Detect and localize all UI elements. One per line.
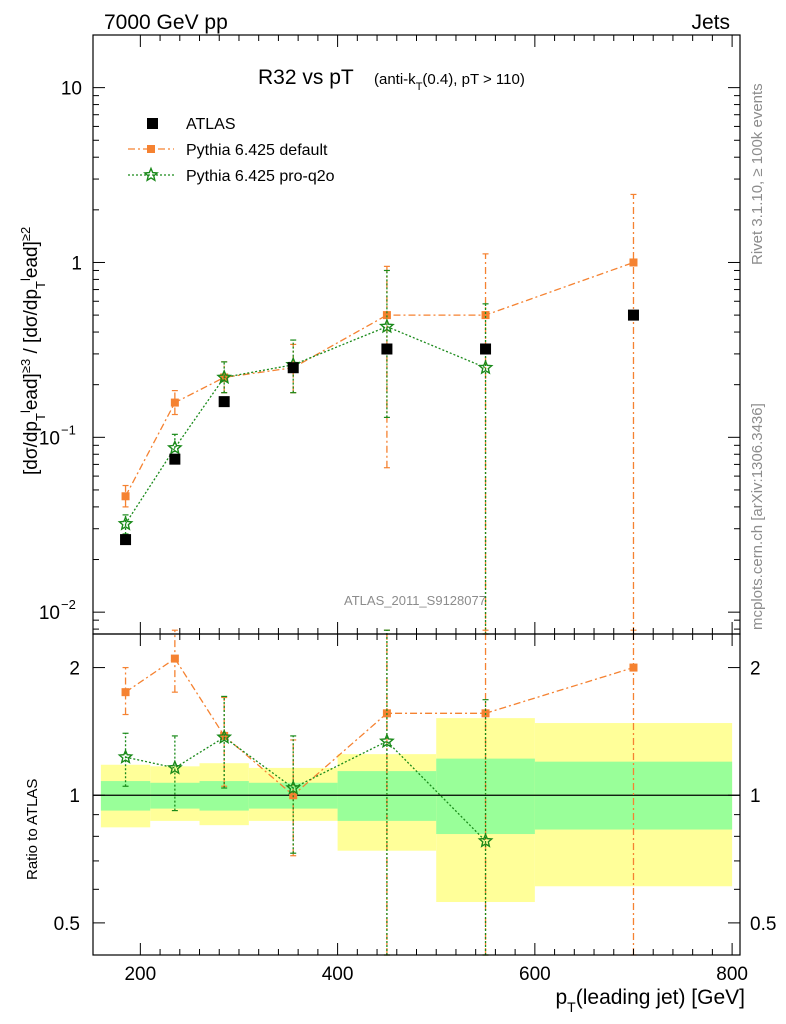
y-tick-exponent: −1	[61, 422, 76, 437]
rivet-label: Rivet 3.1.10, ≥ 100k events	[749, 83, 766, 265]
data-point	[477, 832, 494, 848]
mcplots-label: mcplots.cern.ch [arXiv:1306.3436]	[749, 403, 766, 630]
atlas-data-point	[480, 343, 492, 355]
data-point	[629, 663, 638, 672]
x-tick-label: 800	[716, 964, 748, 985]
data-point	[285, 779, 302, 795]
energy-label: 7000 GeV pp	[104, 11, 228, 34]
ratio-y-tick-label-right: 0.5	[750, 914, 776, 935]
proq2o-line	[124, 325, 486, 525]
atlas-data-point	[287, 362, 299, 374]
atlas-data-point	[627, 309, 639, 321]
y-tick-label: 10	[39, 428, 60, 449]
data-point	[216, 369, 233, 385]
analysis-watermark: ATLAS_2011_S9128077	[344, 593, 486, 608]
atlas-data-point	[218, 396, 230, 408]
x-tick-label: 600	[519, 964, 551, 985]
ratio-y-axis-title: Ratio to ATLAS	[24, 779, 41, 880]
data-point	[382, 311, 391, 320]
data-point	[481, 311, 490, 320]
data-point	[166, 759, 183, 775]
data-point	[170, 398, 179, 407]
data-point	[117, 748, 134, 764]
data-point	[378, 733, 395, 749]
y-tick-exponent: −2	[61, 597, 76, 612]
legend-atlas-marker	[147, 118, 158, 129]
data-point	[117, 515, 134, 531]
ratio-y-tick-label: 1	[69, 786, 80, 807]
main-plot-area	[117, 193, 639, 635]
data-point	[477, 359, 494, 375]
x-tick-label: 400	[322, 964, 354, 985]
legend-atlas-label: ATLAS	[186, 116, 236, 133]
atlas-data-point	[169, 453, 181, 465]
legend-proq2o-label: Pythia 6.425 pro-q2o	[186, 168, 335, 185]
data-point	[170, 654, 179, 663]
legend: ATLAS Pythia 6.425 default Pythia 6.425 …	[128, 116, 335, 185]
legend-default-label: Pythia 6.425 default	[186, 142, 328, 159]
data-point	[121, 688, 130, 697]
ratio-y-tick-label: 2	[69, 659, 80, 680]
x-tick-label: 200	[124, 964, 156, 985]
data-point	[629, 258, 638, 267]
ratio-y-tick-label-right: 2	[750, 659, 761, 680]
ratio-y-tick-label-right: 1	[750, 786, 761, 807]
data-point	[166, 439, 183, 455]
atlas-data-point	[120, 534, 132, 546]
data-point	[216, 728, 233, 744]
legend-star-shape	[143, 166, 159, 182]
ratio-y-tick-label: 0.5	[54, 914, 80, 935]
y-tick-label: 1	[71, 253, 82, 274]
plot-title: R32 vs pT	[258, 66, 354, 89]
x-axis-title: pT(leading jet) [GeV]	[555, 986, 745, 1015]
y-tick-label: 10	[39, 603, 60, 624]
plot-subtitle: (anti-kT(0.4), pT > 110)	[374, 71, 525, 93]
data-point	[378, 318, 395, 334]
atlas-data-point	[381, 343, 393, 355]
process-label: Jets	[691, 11, 730, 34]
legend-proq2o-marker	[143, 166, 159, 182]
default-line	[124, 261, 634, 497]
ratio-plot-area	[93, 629, 740, 956]
y-tick-label: 10	[61, 79, 82, 100]
data-point	[121, 492, 130, 501]
legend-default-marker	[147, 145, 155, 153]
